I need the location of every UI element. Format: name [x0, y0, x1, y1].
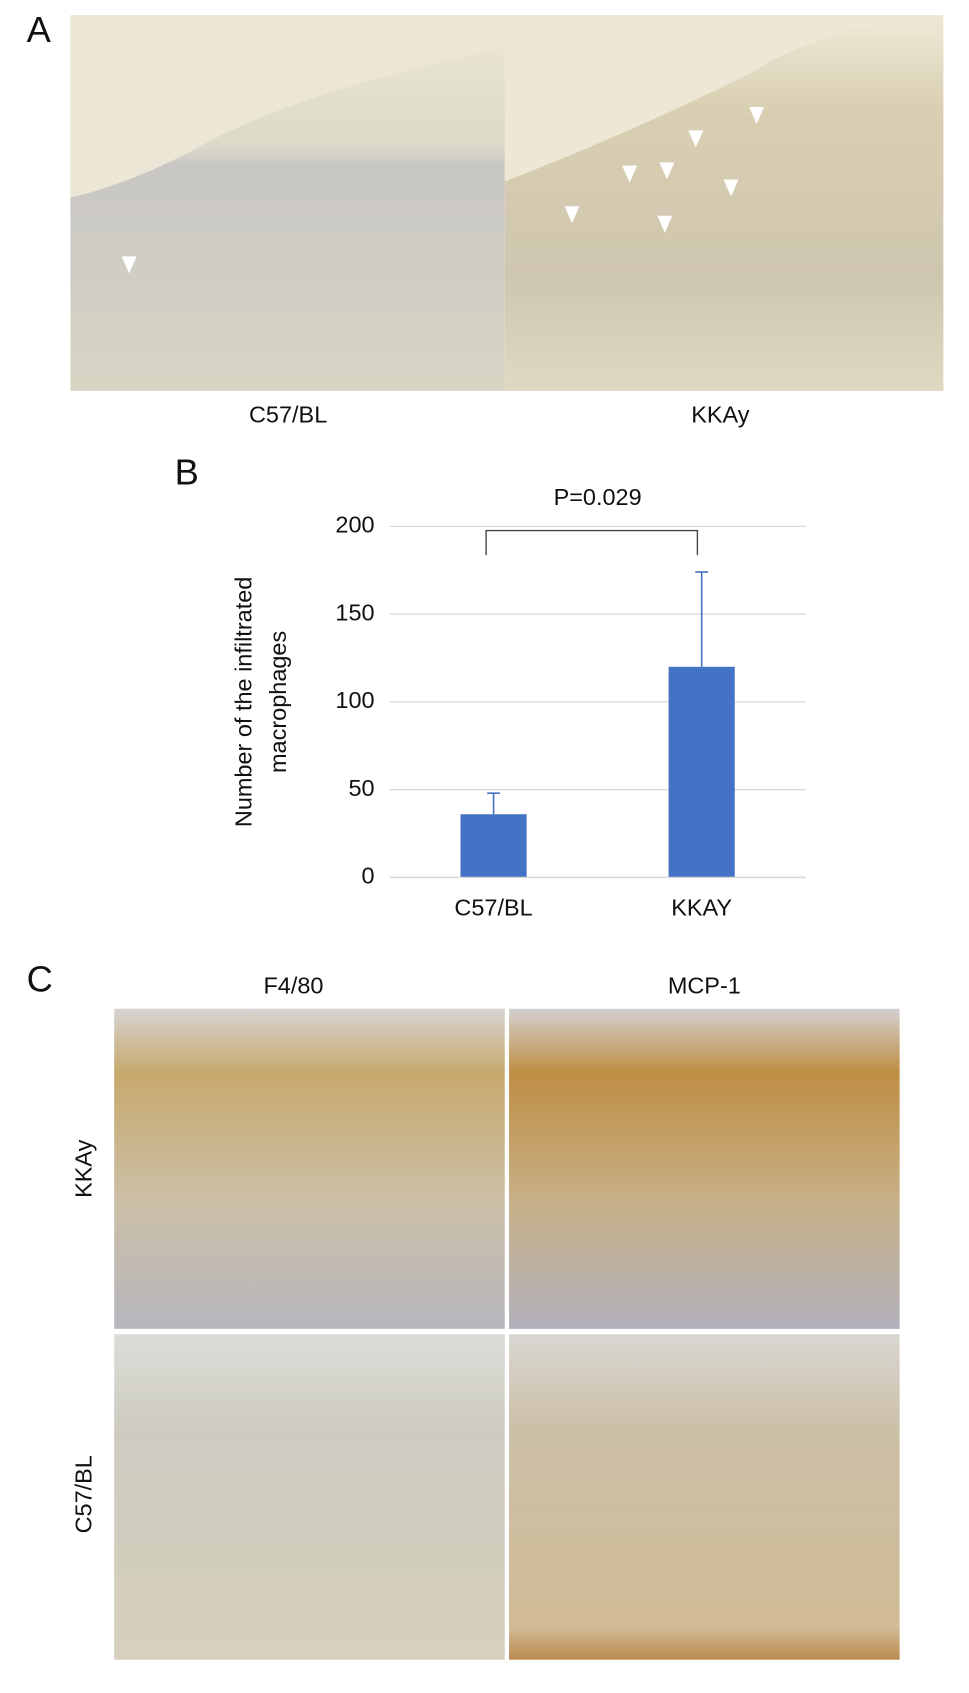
micrograph: [509, 1334, 900, 1660]
arrowheads: [121, 106, 765, 274]
row-label: C57/BL: [71, 1455, 97, 1533]
significance-bracket: [485, 529, 699, 556]
annotation: P=0.029: [554, 484, 642, 510]
column-label: MCP-1: [668, 973, 741, 999]
micrograph-background: [70, 15, 505, 198]
bar: [668, 666, 735, 878]
micrograph: [114, 1334, 505, 1660]
bar-chart: 0 50 100 150 200 Number of the infiltrated mac…: [231, 484, 806, 921]
y-tick-label: 200: [335, 512, 374, 538]
caption: KKAy: [691, 402, 750, 428]
x-tick-label: KKAY: [671, 895, 732, 921]
micrograph: [114, 1008, 505, 1329]
y-axis-label: Number of the infiltrated: [231, 577, 257, 827]
micrograph: [509, 1008, 900, 1329]
y-tick-label: 100: [335, 687, 374, 713]
row-label: KKAy: [71, 1139, 97, 1198]
y-axis-label: macrophages: [265, 631, 291, 773]
y-tick-label: 150: [335, 599, 374, 625]
panel-label: A: [27, 9, 52, 50]
y-tick-label: 0: [362, 863, 375, 889]
x-tick-label: C57/BL: [454, 895, 532, 921]
y-tick-label: 50: [348, 775, 374, 801]
micrograph-background: [504, 15, 944, 182]
panel-label: C: [27, 959, 53, 1000]
caption: C57/BL: [249, 402, 327, 428]
panel-label: B: [175, 452, 199, 493]
column-label: F4/80: [263, 973, 323, 999]
bar: [460, 814, 527, 878]
